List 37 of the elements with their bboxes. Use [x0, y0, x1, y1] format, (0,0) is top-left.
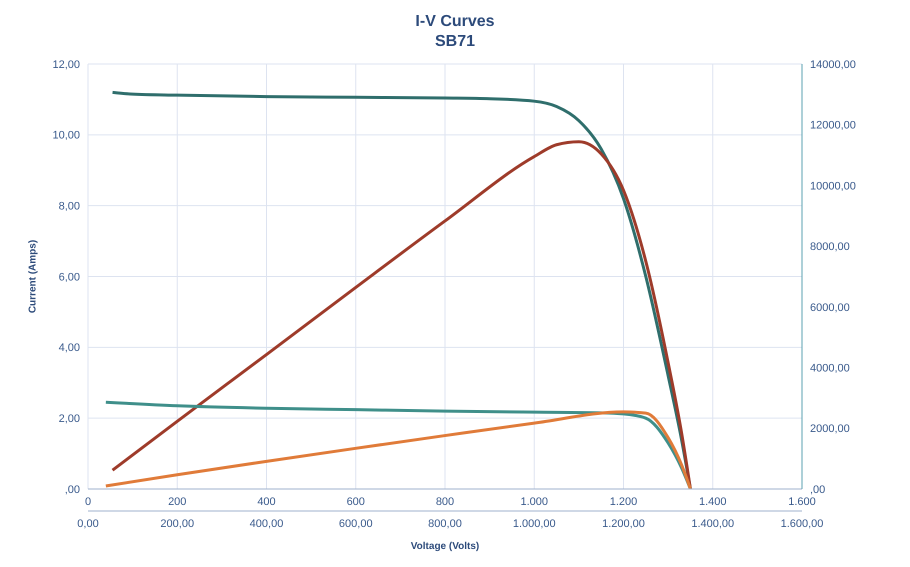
x-tick-label: 400	[257, 496, 276, 508]
y-axis-title: Current (Amps)	[28, 240, 39, 314]
x2-tick-label: 400,00	[250, 518, 284, 530]
y2-tick-label: 4000,00	[810, 362, 850, 374]
y2-tick-label: 10000,00	[810, 180, 856, 192]
x2-tick-label: 800,00	[428, 518, 462, 530]
x-tick-label: 200	[168, 496, 186, 508]
y-tick-label: 6,00	[58, 271, 80, 284]
y2-tick-label: 14000,00	[810, 58, 856, 71]
x2-tick-label: 1.000,00	[512, 518, 556, 530]
x-tick-label: 0	[84, 496, 92, 508]
x-tick-label: 800	[436, 496, 454, 508]
y2-tick-label: 8000,00	[810, 241, 850, 254]
x2-tick-label: 0,00	[77, 518, 99, 530]
y-tick-label: ,00	[64, 484, 80, 496]
x-tick-label: 1.400	[698, 496, 727, 508]
x2-tick-label: 1.400,00	[691, 518, 734, 530]
x2-tick-label: 200,00	[160, 518, 194, 530]
x2-tick-label: 1.600,00	[780, 518, 824, 530]
y2-tick-label: ,00	[810, 484, 826, 496]
x2-tick-label: 600,00	[338, 518, 373, 530]
x-axis-title: Voltage (Volts)	[410, 541, 480, 552]
x-tick-label: 1.000	[520, 496, 548, 508]
y-tick-label: 8,00	[58, 200, 80, 213]
y-tick-label: 12,00	[52, 58, 80, 71]
x-tick-label: 1.600	[788, 496, 816, 508]
y-tick-label: 2,00	[58, 413, 80, 426]
y2-tick-label: 2000,00	[810, 423, 850, 436]
y2-tick-label: 12000,00	[810, 120, 856, 132]
y2-tick-label: 6000,00	[810, 302, 850, 314]
chart-title: I-V Curves	[414, 12, 496, 32]
chart-subtitle: SB71	[434, 32, 476, 52]
x-tick-label: 600	[346, 496, 365, 508]
y-tick-label: 10,00	[52, 130, 80, 142]
x2-tick-label: 1.200,00	[602, 518, 645, 530]
y-tick-label: 4,00	[58, 342, 80, 354]
x-tick-label: 1.200	[610, 496, 638, 508]
